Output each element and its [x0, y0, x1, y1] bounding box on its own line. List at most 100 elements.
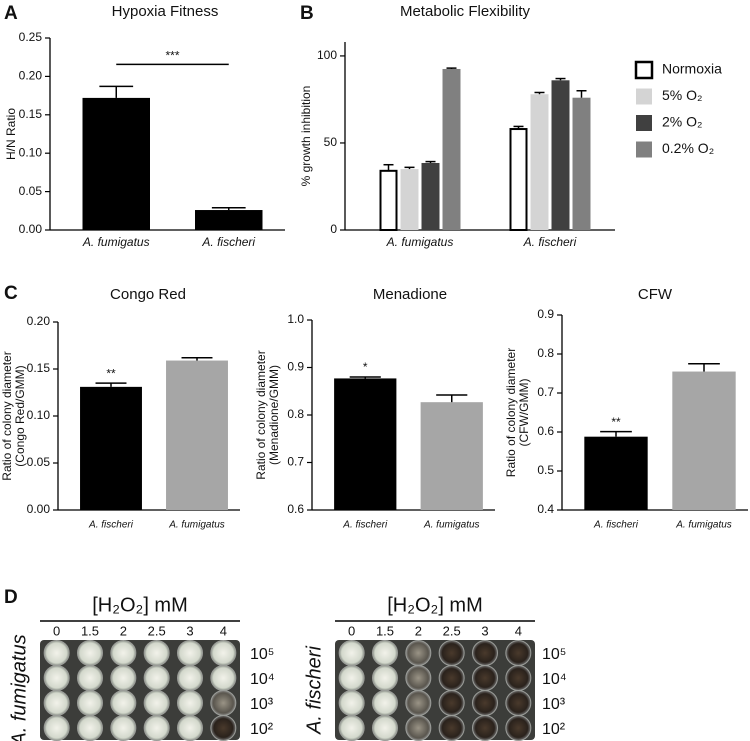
error-bar	[404, 166, 415, 170]
error-bar	[211, 206, 246, 211]
well	[43, 690, 70, 716]
well	[43, 640, 70, 666]
well	[143, 665, 170, 691]
strain-label: A. fischeri	[303, 646, 325, 735]
error-bar	[95, 382, 127, 387]
y-axis-label: H/N Ratio	[4, 108, 18, 160]
y-tick-label: 0.7	[537, 385, 554, 399]
well	[110, 665, 137, 691]
y-tick-label: 0.15	[19, 107, 43, 121]
concentration-label: 2	[415, 623, 422, 638]
legend-swatch	[636, 141, 652, 158]
y-tick-label: 0.10	[27, 408, 51, 422]
y-tick-label: 0.6	[537, 424, 554, 438]
y-tick-label: 0.9	[537, 307, 554, 321]
well	[472, 690, 498, 716]
bar	[530, 94, 549, 230]
y-tick-label: 0.00	[27, 502, 51, 516]
x-tick-label: A. fischeri	[593, 520, 639, 531]
legend-swatch	[636, 115, 652, 131]
bar	[584, 436, 648, 510]
error-bar	[425, 160, 436, 163]
well	[505, 690, 532, 716]
well	[372, 665, 398, 691]
well	[177, 665, 203, 691]
well	[77, 665, 103, 691]
dilution-label: 10⁴	[542, 671, 567, 688]
concentration-label: 0	[348, 623, 355, 638]
well	[405, 715, 432, 741]
well	[77, 690, 103, 716]
well	[472, 715, 498, 741]
legend-label: 5% O₂	[662, 87, 702, 103]
legend-swatch	[636, 88, 652, 105]
dilution-label: 10³	[542, 696, 566, 713]
chart-title: CFW	[638, 286, 673, 303]
y-tick-label: 0.7	[287, 455, 304, 469]
well	[143, 715, 170, 741]
error-bar	[600, 430, 632, 437]
error-bar	[349, 376, 381, 379]
well	[338, 690, 365, 716]
well	[177, 640, 203, 666]
y-axis-label: (Menadione/GMM)	[267, 365, 281, 465]
bar	[672, 371, 736, 510]
dilution-label: 10⁵	[542, 646, 566, 663]
error-bar	[436, 394, 468, 403]
well	[338, 715, 365, 741]
y-tick-label: 0.9	[287, 360, 304, 374]
error-bar	[576, 89, 587, 98]
chart-title: Hypoxia Fitness	[112, 3, 219, 20]
bar	[572, 97, 591, 230]
significance-label: **	[611, 415, 621, 429]
well	[505, 640, 532, 666]
y-tick-label: 1.0	[287, 312, 304, 326]
y-tick-label: 0.15	[27, 361, 51, 375]
panel-letter: C	[4, 283, 18, 304]
bar	[379, 169, 398, 232]
well	[43, 665, 70, 691]
well	[338, 665, 365, 691]
well	[405, 690, 432, 716]
well	[210, 665, 237, 691]
well	[143, 690, 170, 716]
x-tick-label: A. fischeri	[523, 235, 577, 249]
x-tick-label: A. fumigatus	[168, 520, 225, 531]
well	[372, 715, 398, 741]
error-bar	[555, 77, 566, 81]
concentration-label: 0	[53, 623, 60, 638]
significance-label: *	[363, 360, 368, 374]
y-tick-label: 0.4	[537, 502, 554, 516]
y-tick-label: 0.05	[27, 455, 51, 469]
y-tick-label: 50	[324, 135, 338, 149]
well	[338, 640, 365, 666]
bar	[80, 386, 142, 510]
well	[505, 715, 532, 741]
bar	[420, 402, 483, 510]
dilution-label: 10⁴	[250, 671, 275, 688]
y-axis-label: (CFW/GMM)	[517, 379, 531, 447]
bar	[400, 169, 419, 230]
y-tick-label: 0.20	[27, 314, 51, 328]
y-tick-label: 0.20	[19, 69, 43, 83]
plate	[335, 640, 535, 740]
y-axis-label: % growth inhibition	[299, 86, 313, 187]
dilution-label: 10³	[250, 696, 274, 713]
y-tick-label: 0.8	[287, 407, 304, 421]
concentration-label: 3	[481, 623, 488, 638]
well	[372, 640, 398, 666]
well	[77, 640, 103, 666]
concentration-label: 4	[515, 623, 522, 638]
dilution-label: 10²	[250, 721, 274, 738]
x-tick-label: A. fumigatus	[423, 520, 480, 531]
error-bar	[181, 356, 213, 361]
well	[210, 640, 237, 666]
well	[472, 665, 498, 691]
panel-letter: B	[300, 3, 314, 24]
y-tick-label: 0.00	[19, 222, 43, 236]
bar	[421, 162, 440, 230]
significance-label: ***	[165, 49, 179, 63]
well	[472, 640, 498, 666]
chart-title: Congo Red	[110, 286, 186, 303]
